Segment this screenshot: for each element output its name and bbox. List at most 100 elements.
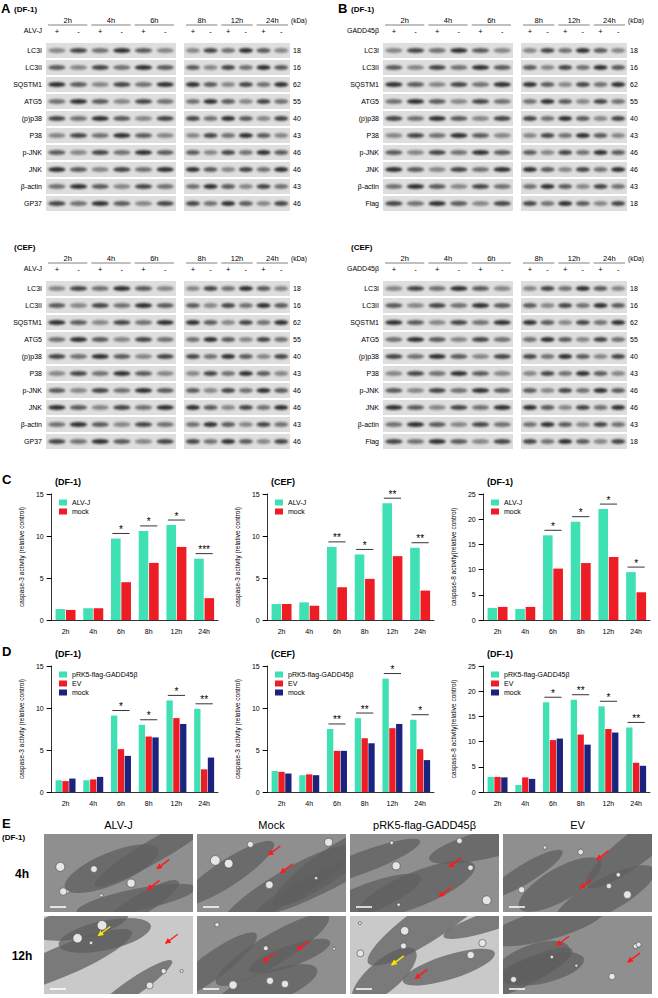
svg-text:ALV-J: ALV-J — [104, 819, 133, 831]
svg-text:2h: 2h — [400, 16, 408, 25]
svg-text:SQSTM1: SQSTM1 — [350, 319, 379, 327]
svg-text:8h: 8h — [361, 800, 369, 807]
svg-text:20: 20 — [468, 688, 476, 695]
svg-text:mock: mock — [72, 689, 89, 696]
svg-text:0: 0 — [256, 617, 260, 624]
svg-text:*: * — [174, 686, 178, 697]
svg-text:(DF-1): (DF-1) — [351, 5, 374, 14]
svg-text:16: 16 — [293, 64, 301, 71]
svg-text:55: 55 — [630, 336, 638, 343]
svg-text:pRK5-flag-GADD45β: pRK5-flag-GADD45β — [504, 671, 570, 679]
svg-text:(CEF): (CEF) — [271, 477, 295, 487]
svg-text:+: + — [141, 265, 146, 274]
svg-text:46: 46 — [630, 166, 638, 173]
svg-text:8h: 8h — [577, 628, 585, 635]
svg-text:12h: 12h — [568, 254, 581, 263]
svg-text:0: 0 — [40, 617, 44, 624]
svg-text:-: - — [617, 265, 620, 274]
svg-text:62: 62 — [630, 81, 638, 88]
svg-text:P38: P38 — [30, 370, 43, 377]
svg-text:ATG5: ATG5 — [24, 336, 42, 343]
svg-text:caspase-3 activity (relative c: caspase-3 activity (relative control) — [18, 507, 26, 607]
svg-text:-: - — [164, 265, 167, 274]
svg-text:18: 18 — [630, 285, 638, 292]
svg-text:+: + — [563, 265, 568, 274]
svg-text:4h: 4h — [89, 800, 97, 807]
svg-text:15: 15 — [252, 491, 260, 498]
svg-text:*: * — [579, 507, 583, 518]
svg-text:JNK: JNK — [29, 166, 43, 173]
svg-text:43: 43 — [293, 132, 301, 139]
svg-text:12h: 12h — [387, 800, 399, 807]
svg-text:8h: 8h — [534, 254, 542, 263]
svg-text:(p)p38: (p)p38 — [359, 353, 379, 361]
svg-text:43: 43 — [630, 421, 638, 428]
svg-text:16: 16 — [630, 64, 638, 71]
svg-text:ATG5: ATG5 — [361, 98, 379, 105]
svg-text:*: * — [634, 558, 638, 569]
svg-text:*: * — [390, 664, 394, 675]
svg-text:12h: 12h — [387, 628, 399, 635]
svg-text:6h: 6h — [487, 254, 495, 263]
svg-text:12h: 12h — [231, 16, 244, 25]
svg-text:46: 46 — [630, 149, 638, 156]
svg-text:43: 43 — [293, 183, 301, 190]
svg-text:(p)p38: (p)p38 — [359, 115, 379, 123]
svg-text:-: - — [245, 27, 248, 36]
svg-text:caspase-8 activity(relative co: caspase-8 activity(relative control) — [450, 508, 458, 606]
svg-text:β-actin: β-actin — [21, 183, 42, 191]
svg-text:4h: 4h — [305, 800, 313, 807]
svg-text:**: ** — [416, 533, 424, 544]
svg-text:-: - — [501, 27, 504, 36]
svg-text:4h: 4h — [89, 628, 97, 635]
svg-text:25: 25 — [468, 491, 476, 498]
svg-text:mock: mock — [288, 508, 305, 515]
svg-text:43: 43 — [630, 183, 638, 190]
svg-text:JNK: JNK — [29, 404, 43, 411]
svg-text:62: 62 — [293, 81, 301, 88]
svg-text:Flag: Flag — [365, 438, 379, 446]
svg-text:JNK: JNK — [366, 166, 380, 173]
svg-text:15: 15 — [252, 663, 260, 670]
svg-text:46: 46 — [293, 166, 301, 173]
svg-text:pRK5-flag-GADD45β: pRK5-flag-GADD45β — [288, 671, 354, 679]
svg-text:-: - — [209, 27, 212, 36]
svg-text:+: + — [478, 27, 483, 36]
svg-text:(DF-1): (DF-1) — [2, 833, 25, 842]
svg-text:pRK5-flag-GADD45β: pRK5-flag-GADD45β — [373, 819, 476, 831]
svg-text:5: 5 — [40, 575, 44, 582]
svg-text:2h: 2h — [400, 254, 408, 263]
svg-text:***: *** — [198, 544, 210, 555]
svg-text:**: ** — [632, 713, 640, 724]
svg-text:5: 5 — [40, 747, 44, 754]
svg-text:+: + — [598, 265, 603, 274]
svg-text:46: 46 — [630, 387, 638, 394]
svg-text:43: 43 — [293, 370, 301, 377]
svg-text:5: 5 — [256, 747, 260, 754]
svg-text:+: + — [191, 27, 196, 36]
svg-text:10: 10 — [36, 705, 44, 712]
svg-text:-: - — [121, 27, 124, 36]
svg-text:-: - — [245, 265, 248, 274]
svg-text:18: 18 — [630, 47, 638, 54]
svg-text:55: 55 — [293, 98, 301, 105]
svg-text:mock: mock — [504, 508, 521, 515]
svg-text:mock: mock — [504, 689, 521, 696]
svg-text:2h: 2h — [63, 254, 71, 263]
svg-text:EV: EV — [288, 680, 298, 687]
svg-text:46: 46 — [293, 404, 301, 411]
svg-text:p-JNK: p-JNK — [23, 149, 43, 157]
svg-text:-: - — [164, 27, 167, 36]
svg-text:2h: 2h — [494, 800, 502, 807]
svg-text:+: + — [191, 265, 196, 274]
svg-text:46: 46 — [293, 149, 301, 156]
svg-text:+: + — [226, 27, 231, 36]
svg-text:6h: 6h — [549, 628, 557, 635]
svg-text:4h: 4h — [107, 254, 115, 263]
svg-text:ALV-J: ALV-J — [24, 265, 42, 272]
svg-text:18: 18 — [293, 285, 301, 292]
svg-text:β-actin: β-actin — [358, 421, 379, 429]
svg-text:(kDa): (kDa) — [628, 17, 644, 25]
svg-text:24h: 24h — [630, 800, 642, 807]
svg-text:JNK: JNK — [366, 404, 380, 411]
